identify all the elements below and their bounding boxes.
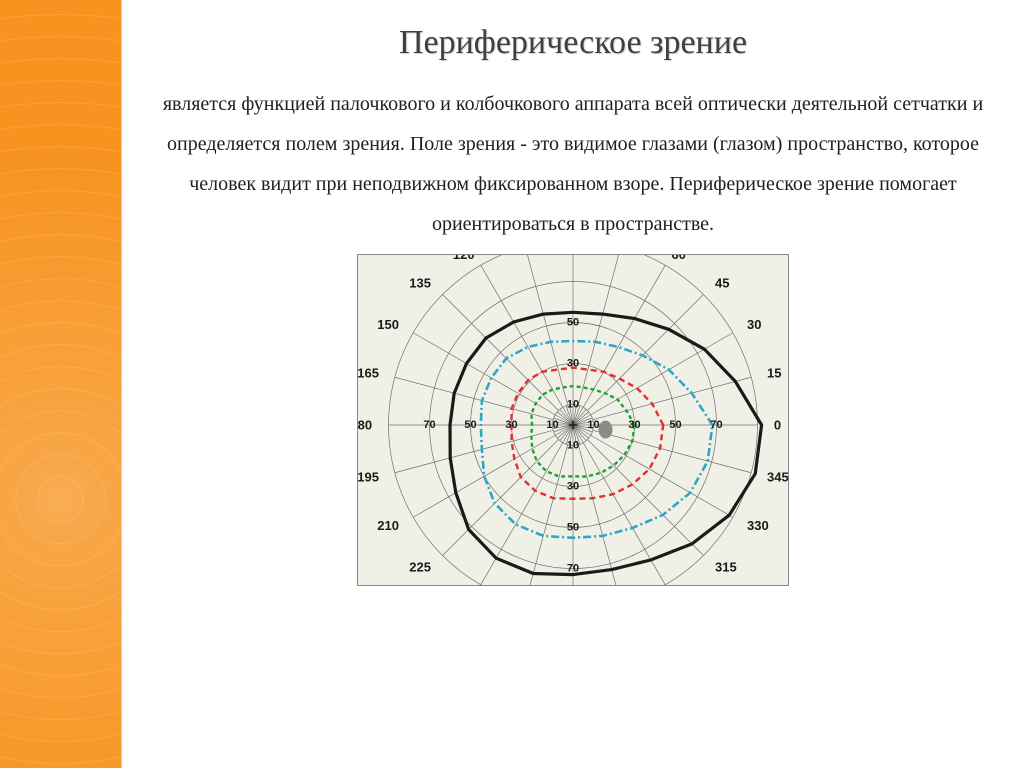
svg-text:30: 30 [505,419,517,431]
svg-text:45: 45 [715,275,729,290]
svg-text:0: 0 [774,418,781,433]
svg-text:50: 50 [464,419,476,431]
visual-field-chart: 1010101030303030505050507070700153045607… [357,254,789,586]
svg-text:15: 15 [767,366,781,381]
sidebar-pattern [0,0,121,768]
slide-content: Периферическое зрение является функцией … [122,0,1024,768]
slide-body: является функцией палочкового и колбочко… [158,84,988,244]
svg-text:315: 315 [715,560,737,575]
svg-text:150: 150 [377,317,399,332]
svg-text:330: 330 [747,518,769,533]
svg-text:180: 180 [358,418,372,433]
svg-text:225: 225 [409,560,431,575]
svg-text:50: 50 [669,419,681,431]
svg-text:195: 195 [358,469,379,484]
svg-text:70: 70 [567,563,579,575]
svg-text:120: 120 [453,255,475,262]
svg-text:30: 30 [747,317,761,332]
svg-text:30: 30 [567,358,579,370]
svg-text:165: 165 [358,366,379,381]
slide-title: Периферическое зрение [158,24,988,62]
svg-text:30: 30 [628,419,640,431]
svg-text:10: 10 [567,399,579,411]
chart-container: 1010101030303030505050507070700153045607… [158,254,988,591]
svg-text:70: 70 [423,419,435,431]
svg-text:10: 10 [567,440,579,452]
svg-text:50: 50 [567,522,579,534]
svg-text:10: 10 [587,419,599,431]
sidebar-accent [0,0,122,768]
svg-text:50: 50 [567,317,579,329]
svg-text:70: 70 [710,419,722,431]
svg-text:30: 30 [567,481,579,493]
svg-text:10: 10 [546,419,558,431]
svg-text:60: 60 [671,255,685,262]
svg-text:345: 345 [767,469,788,484]
svg-text:135: 135 [409,275,431,290]
svg-text:210: 210 [377,518,399,533]
